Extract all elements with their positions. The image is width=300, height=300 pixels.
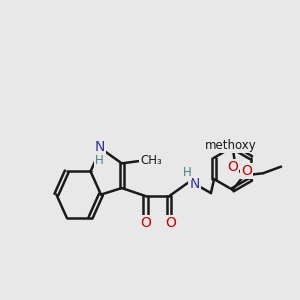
- Text: H: H: [183, 166, 191, 179]
- Text: N: N: [94, 140, 105, 154]
- Text: CH₃: CH₃: [140, 154, 162, 167]
- Text: O: O: [242, 164, 252, 178]
- Text: H: H: [95, 154, 104, 167]
- Text: methoxy: methoxy: [205, 139, 257, 152]
- Text: N: N: [189, 177, 200, 191]
- Text: O: O: [227, 160, 238, 174]
- Text: O: O: [165, 216, 176, 230]
- Text: O: O: [140, 216, 151, 230]
